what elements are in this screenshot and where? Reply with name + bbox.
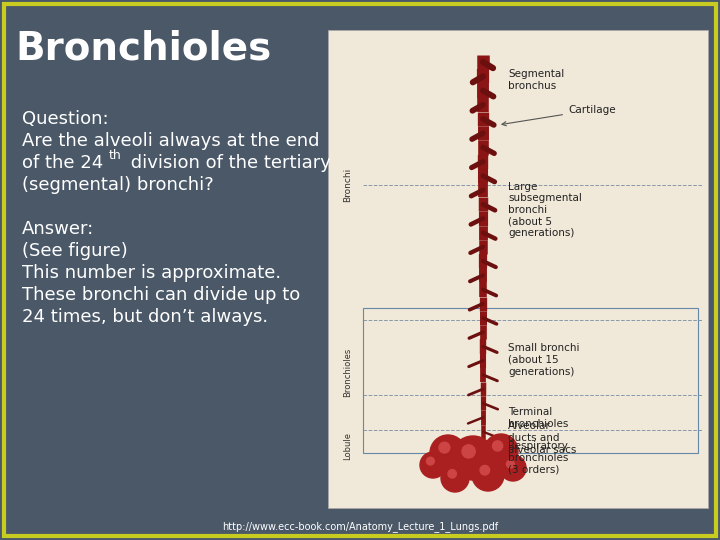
Circle shape	[500, 455, 526, 481]
Circle shape	[480, 465, 490, 475]
Text: Question:: Question:	[22, 110, 109, 128]
Text: of the 24: of the 24	[22, 154, 103, 172]
Text: These bronchi can divide up to: These bronchi can divide up to	[22, 286, 300, 304]
Bar	[328, 30, 708, 508]
Text: Cartilage: Cartilage	[502, 105, 616, 126]
Text: Are the alveoli always at the end: Are the alveoli always at the end	[22, 132, 320, 150]
Text: (See figure): (See figure)	[22, 242, 127, 260]
Circle shape	[426, 457, 434, 465]
Bar	[363, 308, 698, 453]
Circle shape	[506, 460, 514, 468]
Text: Terminal
bronchioles: Terminal bronchioles	[508, 407, 568, 429]
Circle shape	[439, 442, 450, 453]
Circle shape	[451, 436, 495, 480]
Text: Bronchioles: Bronchioles	[343, 348, 353, 397]
Text: This number is approximate.: This number is approximate.	[22, 264, 281, 282]
Text: Small bronchi
(about 15
generations): Small bronchi (about 15 generations)	[508, 343, 580, 376]
Text: th: th	[109, 149, 122, 162]
Circle shape	[492, 441, 503, 451]
Circle shape	[420, 452, 446, 478]
Text: Answer:: Answer:	[22, 220, 94, 238]
Text: division of the tertiary: division of the tertiary	[125, 154, 331, 172]
Circle shape	[472, 459, 504, 491]
Circle shape	[430, 435, 466, 471]
Text: 24 times, but don’t always.: 24 times, but don’t always.	[22, 308, 268, 326]
Text: Bronchi: Bronchi	[343, 168, 353, 202]
Text: Large
subsegmental
bronchi
(about 5
generations): Large subsegmental bronchi (about 5 gene…	[508, 182, 582, 238]
Text: http://www.ecc-book.com/Anatomy_Lecture_1_Lungs.pdf: http://www.ecc-book.com/Anatomy_Lecture_…	[222, 521, 498, 532]
Text: Respiratory
bronchioles
(3 orders): Respiratory bronchioles (3 orders)	[508, 441, 568, 475]
Text: Bronchioles: Bronchioles	[15, 30, 271, 68]
Circle shape	[441, 464, 469, 492]
Text: (segmental) bronchi?: (segmental) bronchi?	[22, 176, 214, 194]
Circle shape	[462, 445, 475, 458]
Circle shape	[448, 470, 456, 478]
Circle shape	[484, 434, 518, 468]
Text: Lobule: Lobule	[343, 433, 353, 461]
Text: Alveolar
ducts and
alveolar sacs: Alveolar ducts and alveolar sacs	[508, 421, 577, 455]
Text: Segmental
bronchus: Segmental bronchus	[508, 69, 564, 91]
